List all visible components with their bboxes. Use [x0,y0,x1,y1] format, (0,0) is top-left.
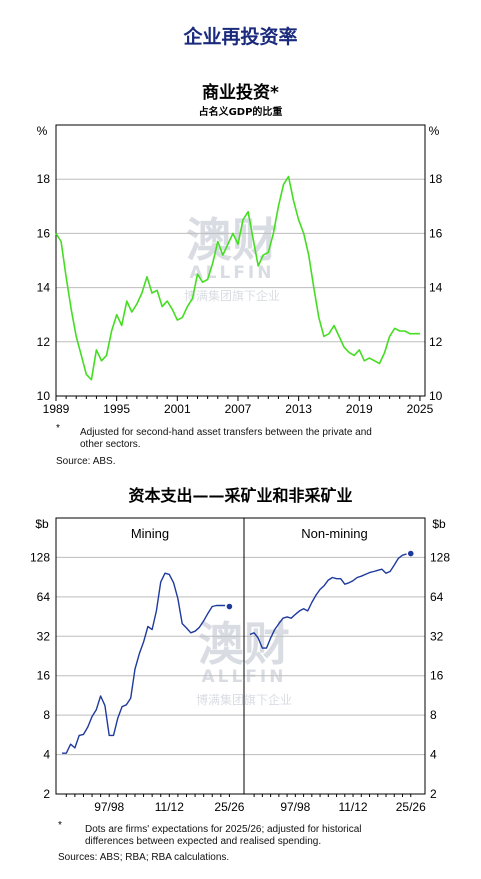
chart2-ytick-left: 16 [37,669,51,683]
chart2-panel-title-mining: Mining [131,526,169,541]
chart1-plot-frame [55,124,426,397]
chart1-footnote-line2: other sectors. [80,439,141,450]
page-title: 企业再投资率 [183,26,298,48]
chart1-watermark-logo: 澳财 [186,213,278,267]
chart2-ytick-right: 128 [430,550,450,564]
chart1-footnote-mark: * [56,423,60,434]
chart1-xtick-label: 1989 [43,402,70,416]
chart2-ytick-left: 8 [43,708,50,722]
chart2-expectation-dot-mining [226,603,233,610]
chart1-ytick-left: 14 [37,281,51,295]
chart1-ytick-left: 12 [37,335,51,349]
chart2-ytick-right: 64 [430,590,444,604]
chart2-title: 资本支出——采矿业和非采矿业 [128,486,353,505]
chart2-xtick-label-non-mining: 11/12 [338,800,367,814]
chart1-xtick-label: 2013 [285,402,312,416]
chart2-ytick-left: 32 [37,629,51,643]
chart2-footnote-line2: differences between expected and realise… [85,836,322,847]
chart2-expectation-dot-non-mining [407,550,414,557]
chart2-ytick-left: 2 [43,787,50,801]
chart2-ytick-left: 64 [37,590,51,604]
chart1-xtick-label: 2007 [225,402,252,416]
chart2-panel-title-non-mining: Non-mining [301,526,367,541]
chart2-unit-right: $b [432,517,446,531]
chart1-unit-left: % [37,124,48,138]
chart1-series-line [55,175,420,381]
chart1-ytick-left: 18 [37,172,51,186]
chart1-title: 商业投资* [202,83,279,103]
chart1-ytick-right: 18 [429,172,443,186]
chart1-watermark-tagline: 博满集团旗下企业 [184,288,280,303]
chart1-unit-right: % [429,124,440,138]
chart1-ytick-right: 16 [429,226,443,240]
chart2-ytick-left: 4 [43,748,50,762]
chart1-subtitle: 占名义GDP的比重 [198,107,283,118]
chart2-series-line-non-mining [249,553,407,649]
chart1-ytick-right: 10 [429,389,443,403]
chart1-source: Source: ABS. [56,456,116,467]
chart2-xtick-label-non-mining: 25/26 [396,800,426,814]
chart1-watermark-brand: ALLFIN [190,263,275,283]
chart2-ytick-right: 32 [430,629,444,643]
chart2-source: Sources: ABS; RBA; RBA calculations. [58,852,230,863]
chart2-footnote-line1: Dots are firms' expectations for 2025/26… [85,824,362,835]
chart2-ytick-right: 2 [430,787,437,801]
chart2-ytick-right: 16 [430,669,444,683]
chart2-series-line-mining [62,572,226,754]
chart2-ytick-right: 4 [430,748,437,762]
chart2-xtick-label-non-mining: 97/98 [280,800,310,814]
chart1-ytick-left: 10 [37,389,51,403]
chart2-ytick-left: 128 [30,550,50,564]
chart2-xtick-label-mining: 11/12 [155,800,184,814]
chart2-plot-frame [55,517,426,795]
chart2-ytick-right: 8 [430,708,437,722]
chart2-watermark-brand: ALLFIN [202,667,287,687]
chart2-xtick-label-mining: 97/98 [94,800,124,814]
chart2-unit-left: $b [35,517,49,531]
chart1-xtick-label: 2019 [346,402,373,416]
chart1-ytick-right: 12 [429,335,443,349]
chart1-xtick-label: 2025 [407,402,434,416]
chart1-ytick-left: 16 [37,226,51,240]
chart2-xtick-label-mining: 25/26 [214,800,244,814]
chart1-xtick-label: 2001 [164,402,191,416]
chart1-footnote-line1: Adjusted for second-hand asset transfers… [80,427,372,438]
chart2-footnote-mark: * [58,820,62,831]
chart1-ytick-right: 14 [429,281,443,295]
chart1-xtick-label: 1995 [103,402,130,416]
